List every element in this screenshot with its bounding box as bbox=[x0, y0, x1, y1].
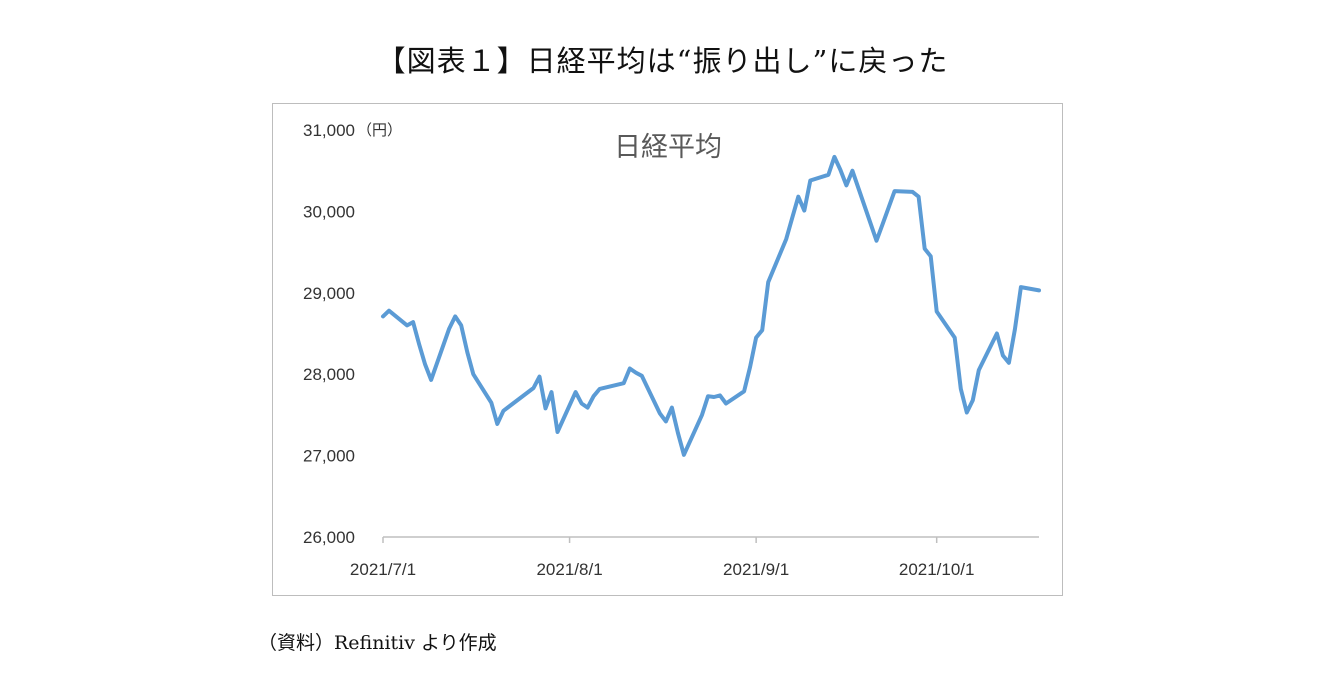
chart-frame: 26,000 27,000 28,000 29,000 30,000 31,000 202… bbox=[272, 103, 1063, 596]
y-axis-ticks: 26,000 27,000 28,000 29,000 30,000 31,000 bbox=[303, 121, 355, 547]
line-chart: 26,000 27,000 28,000 29,000 30,000 31,000 202… bbox=[303, 121, 1041, 579]
y-tick-label: 29,000 bbox=[303, 284, 355, 303]
source-note: （資料）Refinitiv より作成 bbox=[258, 632, 497, 654]
y-tick-label: 28,000 bbox=[303, 365, 355, 384]
y-unit-label: （円） bbox=[357, 121, 402, 139]
y-tick-label: 26,000 bbox=[303, 528, 355, 547]
y-tick-label: 30,000 bbox=[303, 202, 355, 221]
y-tick-label: 27,000 bbox=[303, 447, 355, 466]
x-tick-label: 2021/7/1 bbox=[350, 560, 416, 579]
series-line-nikkei bbox=[381, 154, 1041, 457]
x-tick-label: 2021/9/1 bbox=[723, 560, 789, 579]
x-tick-label: 2021/8/1 bbox=[536, 560, 602, 579]
figure-title: 【図表１】日経平均は“振り出し”に戻った bbox=[376, 44, 949, 78]
y-tick-label: 31,000 bbox=[303, 121, 355, 140]
chart-title: 日経平均 bbox=[614, 132, 722, 163]
x-axis-ticks: 2021/7/1 2021/8/1 2021/9/1 2021/10/1 bbox=[350, 537, 975, 579]
x-tick-label: 2021/10/1 bbox=[899, 560, 975, 579]
